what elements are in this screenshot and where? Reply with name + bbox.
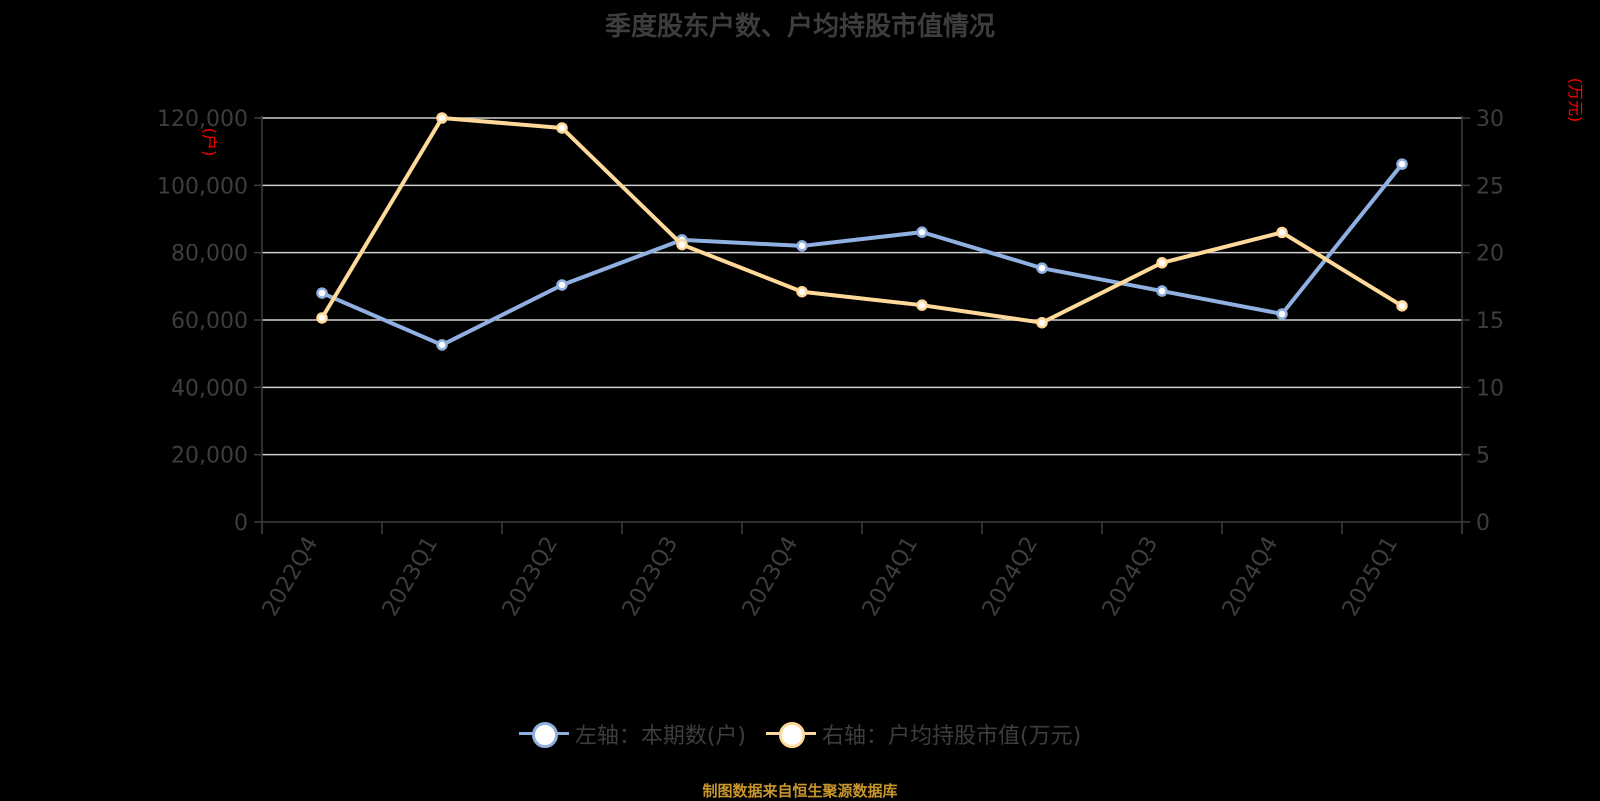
series-households-point	[1276, 308, 1288, 320]
y-left-tick-label: 60,000	[171, 309, 248, 334]
x-tick-label: 2024Q4	[1218, 533, 1283, 621]
series-households-point	[316, 287, 328, 299]
y-left-tick-label: 20,000	[171, 444, 248, 469]
series-households-point	[1396, 158, 1408, 170]
x-tick-label: 2024Q1	[858, 533, 923, 621]
y-left-tick-label: 100,000	[157, 174, 248, 199]
series-avg-value-point	[676, 238, 688, 251]
x-tick-label: 2023Q3	[618, 533, 683, 621]
y-right-tick-label: 20	[1476, 242, 1504, 267]
series-avg-value-point	[916, 299, 928, 311]
y-left-unit-label: (户)	[200, 128, 219, 157]
chart-title: 季度股东户数、户均持股市值情况	[604, 12, 995, 42]
series-households-point	[796, 240, 808, 252]
y-left-tick-label: 0	[234, 511, 248, 536]
legend-item-right[interactable]: 右轴：户均持股市值(万元)	[766, 718, 1081, 750]
y-right-tick-label: 0	[1476, 511, 1490, 536]
series-avg-value-point	[796, 285, 808, 298]
series-avg-value-line	[320, 116, 1404, 325]
series-avg-value-point	[316, 312, 328, 324]
x-tick-label: 2023Q4	[738, 533, 803, 621]
series-avg-value-point	[436, 112, 448, 124]
legend-label-left: 左轴：本期数(户)	[574, 724, 746, 749]
y-left-tick-label: 120,000	[157, 107, 248, 132]
x-tick-label: 2025Q1	[1338, 533, 1403, 621]
y-right-tick-label: 10	[1476, 376, 1504, 401]
series-avg-value-point	[1036, 316, 1048, 329]
x-tick-label: 2024Q3	[1098, 533, 1163, 621]
x-tick-label: 2023Q2	[498, 533, 563, 621]
chart-plot-area: 0 20,000 40,000 60,000 80,000 100,000 120,000 0…	[157, 78, 1585, 621]
y-right-tick-label: 5	[1476, 444, 1490, 469]
series-households-point	[556, 279, 568, 291]
series-avg-value-point	[1276, 226, 1288, 239]
legend-label-right: 右轴：户均持股市值(万元)	[822, 724, 1082, 749]
chart-legend: 左轴：本期数(户) 右轴：户均持股市值(万元)	[0, 718, 1600, 750]
y-left-tick-label: 80,000	[171, 242, 248, 267]
data-source-note: 制图数据来自恒生聚源数据库	[702, 782, 898, 800]
y-right-tick-label: 15	[1476, 309, 1504, 334]
series-households-point	[436, 339, 448, 351]
series-households-point	[916, 226, 928, 238]
legend-item-left[interactable]: 左轴：本期数(户)	[518, 718, 746, 750]
y-right-tick-label: 30	[1476, 107, 1504, 132]
x-tick-label: 2022Q4	[258, 533, 323, 621]
y-right-unit-label: (万元)	[1566, 78, 1585, 123]
legend-marker-right-icon	[766, 720, 816, 748]
series-households-point	[1156, 285, 1168, 297]
y-right-tick-label: 25	[1476, 174, 1504, 199]
x-tick-label: 2024Q2	[978, 533, 1043, 621]
series-households-line	[321, 162, 1404, 347]
series-avg-value-point	[1156, 257, 1168, 269]
series-avg-value-point	[1396, 300, 1408, 312]
x-tick-label: 2023Q1	[378, 533, 443, 621]
y-left-tick-label: 40,000	[171, 376, 248, 401]
legend-marker-left-icon	[518, 720, 569, 748]
series-avg-value-point	[556, 122, 568, 134]
series-households-point	[1036, 262, 1048, 274]
